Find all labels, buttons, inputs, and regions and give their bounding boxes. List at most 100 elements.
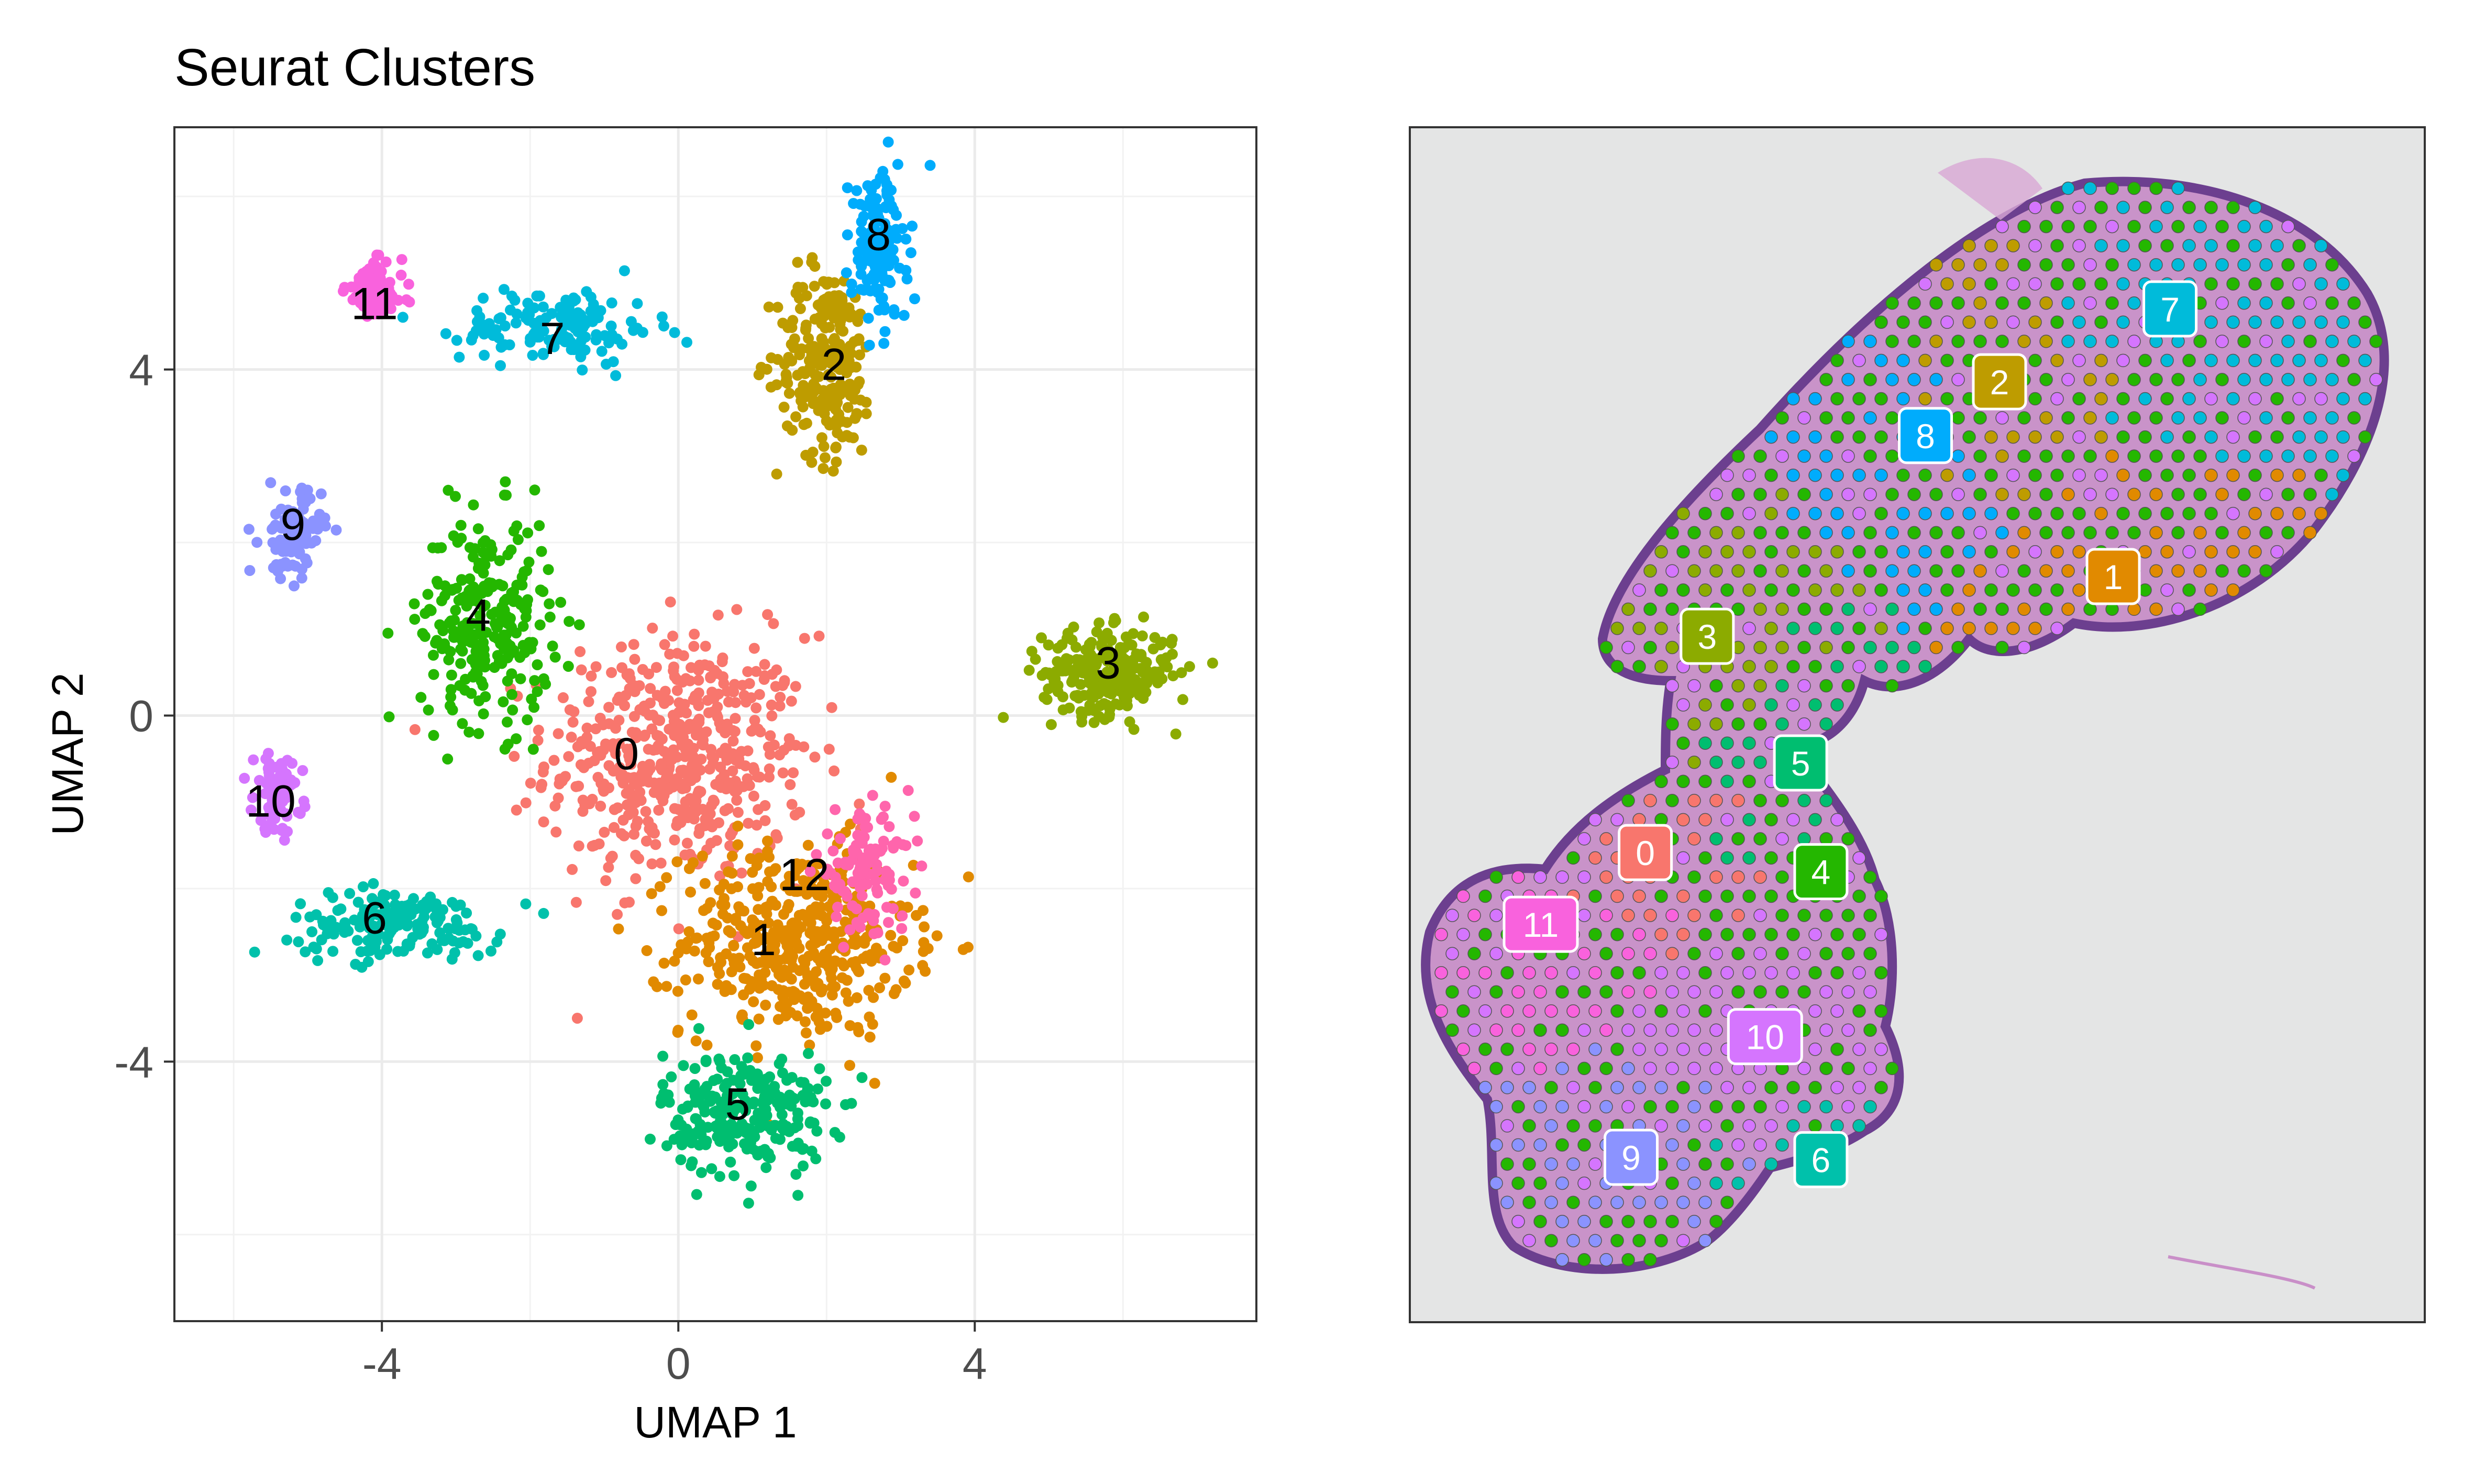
umap-point <box>863 984 875 996</box>
umap-point <box>1151 670 1162 681</box>
umap-point <box>714 1171 725 1182</box>
umap-point <box>879 801 891 812</box>
umap-point <box>728 958 740 969</box>
spatial-spot <box>1797 717 1811 731</box>
spatial-spot <box>2259 411 2273 425</box>
spatial-spot <box>2006 430 2020 444</box>
umap-point <box>912 835 923 847</box>
spatial-spot <box>1698 545 1712 559</box>
spatial-spot <box>1819 985 1833 999</box>
umap-point <box>691 932 703 944</box>
spatial-spot <box>1511 1138 1525 1152</box>
spatial-spot <box>1852 889 1866 903</box>
spatial-spot <box>1588 966 1602 980</box>
spatial-spot <box>2105 449 2119 463</box>
spatial-spot <box>1687 1023 1701 1037</box>
umap-point <box>428 669 439 680</box>
spatial-spot <box>1577 1214 1591 1228</box>
umap-point <box>897 935 909 946</box>
spatial-spot <box>1786 506 1800 520</box>
umap-point <box>721 718 733 730</box>
spatial-spot <box>1841 1061 1855 1076</box>
umap-point <box>380 890 391 901</box>
umap-point <box>272 566 283 577</box>
spatial-spot <box>1797 640 1811 655</box>
spatial-spot <box>1863 488 1877 501</box>
umap-point <box>396 914 408 925</box>
umap-point <box>275 538 287 549</box>
spatial-spot <box>1687 985 1701 999</box>
umap-point <box>621 799 633 811</box>
umap-point <box>315 488 327 500</box>
spatial-spot <box>2270 353 2284 368</box>
spatial-spot <box>1918 583 1932 597</box>
spatial-spot <box>1709 794 1723 807</box>
spatial-spot <box>1929 296 1943 310</box>
umap-point <box>1117 659 1129 670</box>
umap-point <box>882 236 894 247</box>
umap-point <box>436 643 448 655</box>
umap-point <box>404 296 415 308</box>
umap-point <box>826 702 837 713</box>
spatial-spot <box>1731 679 1745 693</box>
spatial-spot <box>2226 545 2240 559</box>
umap-point <box>595 801 606 812</box>
spatial-spot <box>1852 468 1866 482</box>
spatial-spot <box>2336 430 2350 444</box>
umap-point <box>762 876 774 888</box>
umap-point <box>701 1135 712 1147</box>
umap-point <box>397 312 408 323</box>
umap-point <box>612 802 623 814</box>
spatial-spot <box>1775 1100 1789 1114</box>
spatial-spot <box>2072 506 2086 520</box>
umap-point <box>754 689 765 700</box>
spatial-spot <box>1830 1043 1844 1056</box>
umap-point <box>706 1163 717 1175</box>
spatial-spot <box>1654 1081 1668 1094</box>
umap-point <box>830 442 842 453</box>
umap-point <box>815 902 826 913</box>
umap-point <box>1162 661 1173 672</box>
umap-point <box>851 409 863 421</box>
umap-point <box>842 229 853 240</box>
umap-point <box>726 966 737 978</box>
umap-point <box>434 912 446 923</box>
umap-point <box>880 866 892 877</box>
spatial-spot <box>1786 1119 1800 1133</box>
umap-point <box>383 711 395 723</box>
umap-point <box>301 557 313 569</box>
umap-point <box>768 739 780 751</box>
spatial-spot <box>2215 335 2229 348</box>
umap-point <box>300 946 311 958</box>
spatial-spot <box>1555 1138 1569 1152</box>
umap-point <box>807 252 818 263</box>
cluster-label: 10 <box>246 777 296 827</box>
umap-point <box>918 905 929 916</box>
spatial-spot <box>2083 373 2097 386</box>
spatial-spot <box>1973 602 1987 616</box>
spatial-spot <box>2171 449 2185 463</box>
umap-point <box>632 298 643 309</box>
umap-point <box>713 1053 725 1065</box>
umap-point <box>450 605 461 616</box>
spatial-spot <box>1764 813 1778 827</box>
umap-point <box>764 866 775 878</box>
spatial-spot <box>2325 449 2339 463</box>
umap-point <box>594 713 606 724</box>
spatial-spot <box>1698 1043 1712 1056</box>
umap-point <box>837 325 849 337</box>
spatial-spot <box>1720 927 1734 942</box>
umap-point <box>815 957 826 968</box>
umap-point <box>777 991 789 1003</box>
spatial-label-box <box>2142 280 2198 338</box>
umap-point <box>628 639 639 650</box>
spatial-spot <box>1907 296 1921 310</box>
spatial-spot <box>2116 277 2130 291</box>
spatial-spot <box>1511 1100 1525 1114</box>
umap-point <box>701 1081 713 1092</box>
spatial-spot <box>1632 1234 1646 1247</box>
umap-point <box>759 659 770 670</box>
umap-point <box>803 1001 815 1013</box>
spatial-spot <box>1841 985 1855 999</box>
